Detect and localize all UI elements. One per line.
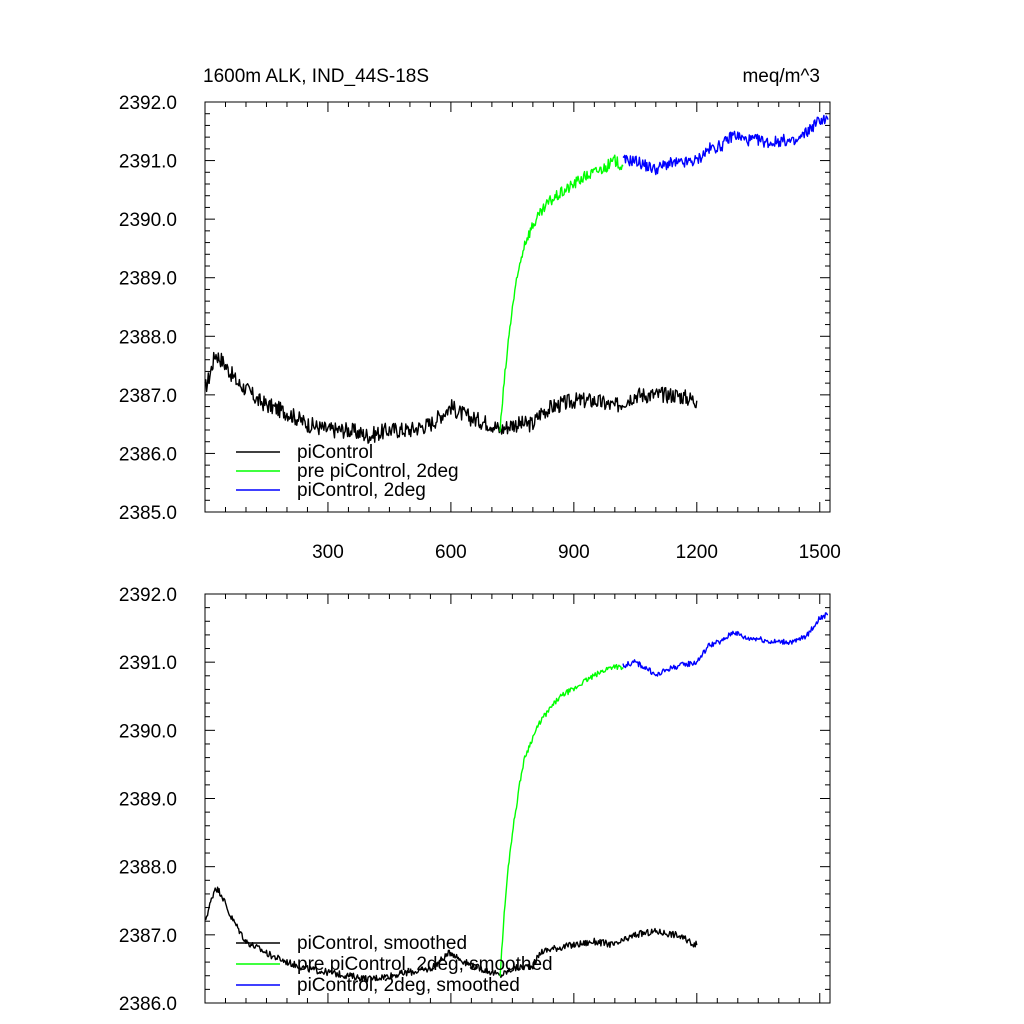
x-tick-label: 600 (435, 542, 467, 563)
y-tick-label: 2386.0 (119, 994, 177, 1015)
series-line (204, 351, 698, 444)
y-tick-label: 2388.0 (119, 327, 177, 348)
series-line (622, 114, 829, 176)
x-tick-label: 1500 (799, 542, 841, 563)
series-line (204, 886, 698, 983)
chart-units: meq/m^3 (742, 66, 820, 87)
legend-label: pre piControl, 2deg (297, 461, 459, 482)
legend-label: piControl, smoothed (297, 933, 467, 954)
legend-label: piControl, 2deg, smoothed (297, 975, 520, 996)
chart-panel-2: 2386.0 2387.0 2388.0 2389.0 2390.0 2391.0 2392… (119, 585, 831, 1015)
y-tick-label: 2390.0 (119, 210, 177, 231)
legend-label: piControl (297, 442, 373, 463)
series-line (499, 663, 624, 977)
series-line (622, 612, 828, 677)
x-tick-label: 1200 (676, 542, 718, 563)
y-tick-label: 2387.0 (119, 926, 177, 947)
legend-label: pre piControl, 2deg, smoothed (297, 954, 553, 975)
y-tick-label: 2392.0 (119, 585, 177, 606)
y-tick-label: 2385.0 (119, 503, 177, 524)
x-tick-label: 900 (558, 542, 590, 563)
y-tick-label: 2389.0 (119, 790, 177, 811)
plot-frame (204, 101, 831, 513)
y-tick-label: 2388.0 (119, 858, 177, 879)
y-tick-label: 2391.0 (119, 152, 177, 173)
chart-title: 1600m ALK, IND_44S-18S (203, 66, 429, 87)
chart-panel-1: 2385.0 2386.0 2387.0 2388.0 2389.0 2390.0 2391… (119, 93, 841, 563)
y-tick-label: 2392.0 (119, 93, 177, 114)
legend-label: piControl, 2deg (297, 480, 426, 501)
chart-panels: 2385.0 2386.0 2387.0 2388.0 2389.0 2390.0 2391… (119, 93, 841, 1015)
y-tick-label: 2390.0 (119, 721, 177, 742)
y-tick-label: 2391.0 (119, 653, 177, 674)
series-line (499, 154, 624, 432)
y-tick-label: 2389.0 (119, 269, 177, 290)
y-tick-label: 2386.0 (119, 444, 177, 465)
y-tick-label: 2387.0 (119, 386, 177, 407)
x-tick-label: 300 (312, 542, 344, 563)
